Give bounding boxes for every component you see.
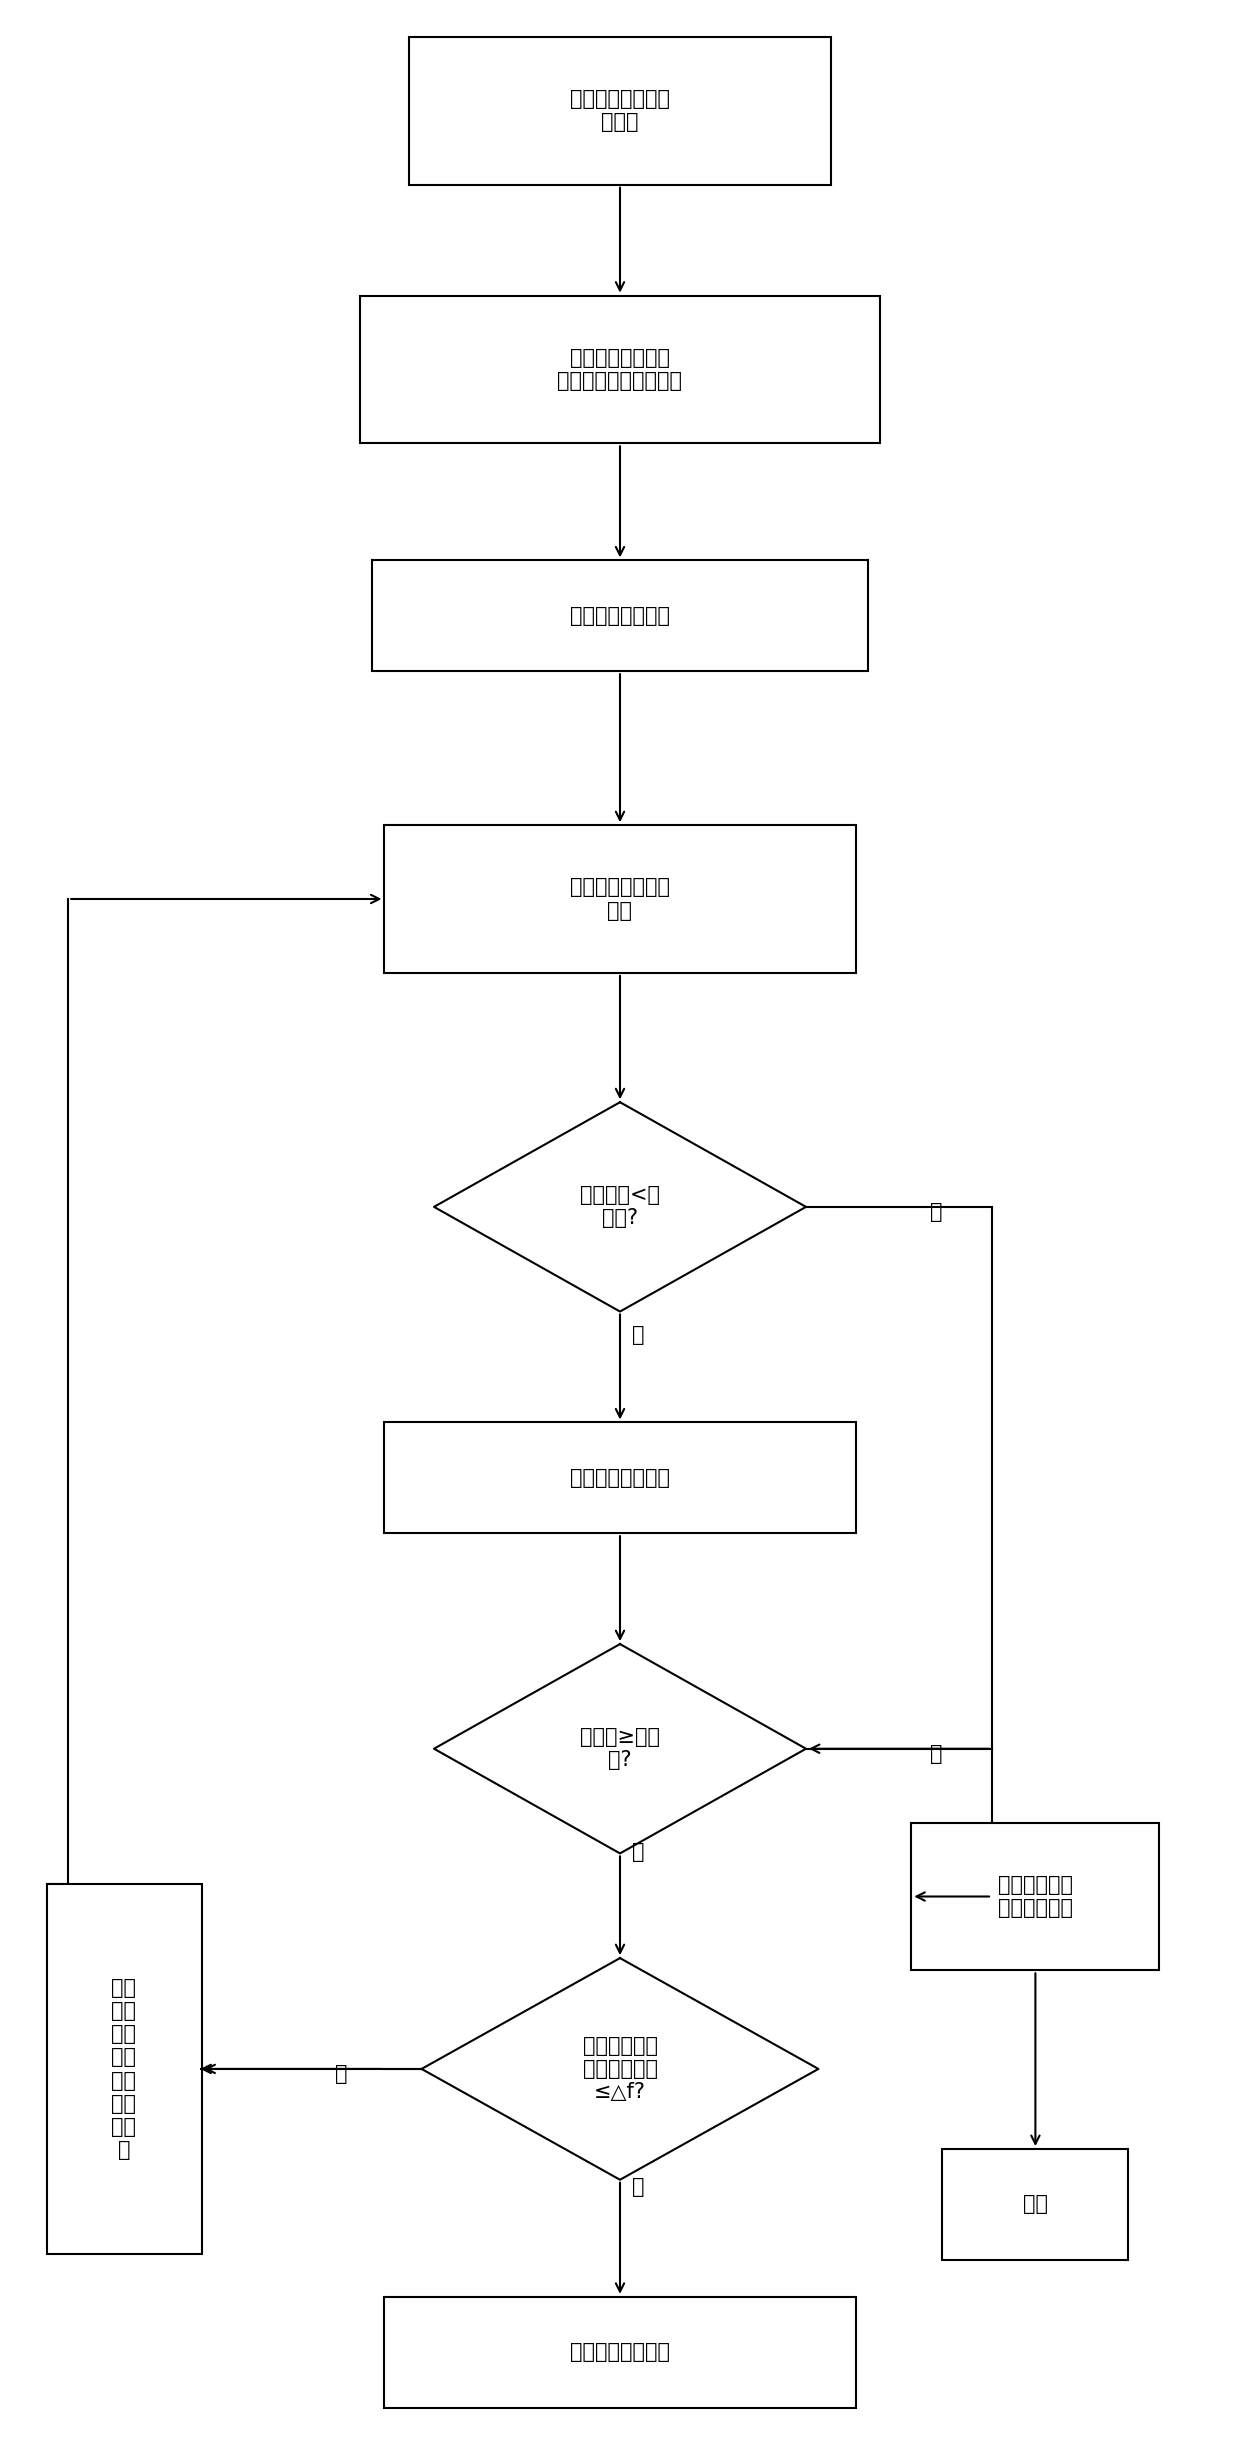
Text: 工质泵运行于原设
定频率: 工质泵运行于原设 定频率 xyxy=(570,89,670,133)
Text: 按照
设定
步长
增加
或减
小运
行频
率: 按照 设定 步长 增加 或减 小运 行频 率 xyxy=(112,1978,136,2160)
Text: 是: 是 xyxy=(632,1325,645,1345)
Text: 否: 否 xyxy=(335,2064,347,2084)
FancyBboxPatch shape xyxy=(911,1823,1159,1970)
Text: 新设定频率与
运行频率误差
≤△f?: 新设定频率与 运行频率误差 ≤△f? xyxy=(583,2037,657,2101)
Text: 是: 是 xyxy=(632,2177,645,2197)
FancyBboxPatch shape xyxy=(372,559,868,670)
Text: 检测并计算噪声检
测值: 检测并计算噪声检 测值 xyxy=(570,877,670,921)
FancyBboxPatch shape xyxy=(384,825,856,973)
Text: 否: 否 xyxy=(930,1202,942,1222)
Polygon shape xyxy=(434,1645,806,1852)
Text: 噪声指标<标
定值?: 噪声指标<标 定值? xyxy=(580,1185,660,1229)
Text: 发电量≥标定
值?: 发电量≥标定 值? xyxy=(580,1727,660,1771)
Text: 报警、显示故
障指示及代码: 报警、显示故 障指示及代码 xyxy=(998,1874,1073,1919)
Text: 确认频率调整指令
（模拟量或通讯方式）: 确认频率调整指令 （模拟量或通讯方式） xyxy=(558,347,682,392)
FancyBboxPatch shape xyxy=(360,296,880,443)
Text: 否: 否 xyxy=(930,1744,942,1764)
Text: 运行于新设定频率: 运行于新设定频率 xyxy=(570,2342,670,2362)
Text: 停止: 停止 xyxy=(1023,2195,1048,2214)
Text: 获得初始运行频率: 获得初始运行频率 xyxy=(570,606,670,626)
Polygon shape xyxy=(422,1958,818,2180)
Text: 是: 是 xyxy=(632,1842,645,1862)
FancyBboxPatch shape xyxy=(942,2148,1128,2261)
FancyBboxPatch shape xyxy=(384,2296,856,2409)
FancyBboxPatch shape xyxy=(384,1421,856,1532)
FancyBboxPatch shape xyxy=(409,37,831,185)
Text: 获取并计算发电量: 获取并计算发电量 xyxy=(570,1468,670,1488)
FancyBboxPatch shape xyxy=(47,1884,201,2254)
Polygon shape xyxy=(434,1103,806,1310)
